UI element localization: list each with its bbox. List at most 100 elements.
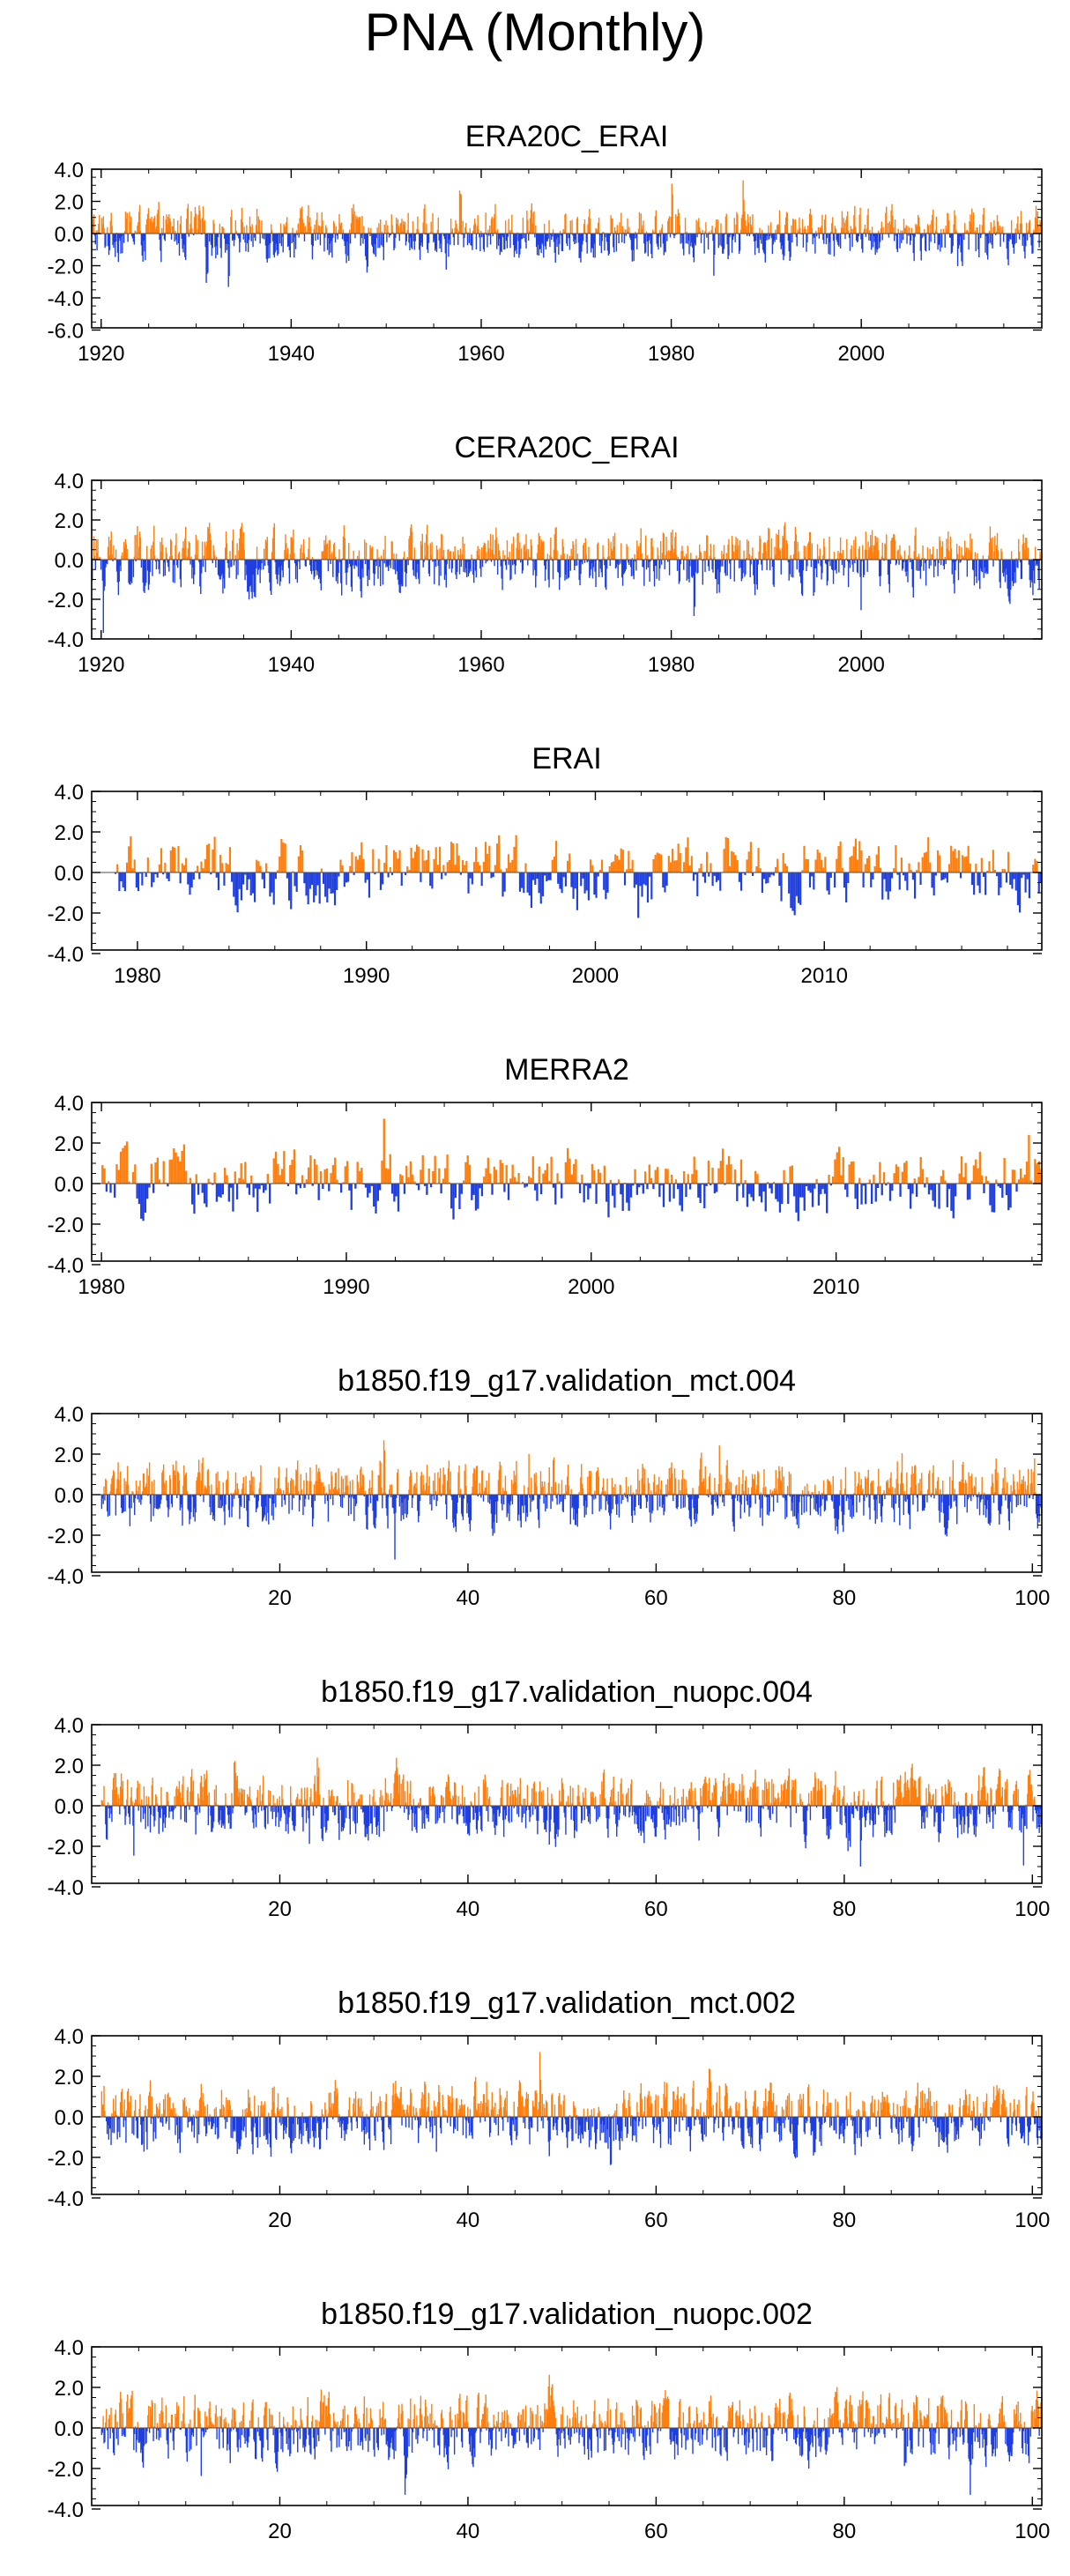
data-bar [606,556,609,560]
data-bar [150,1495,152,1522]
data-bar [457,554,460,560]
data-bar [409,234,411,251]
data-bar [237,1488,239,1495]
data-bar [316,872,319,886]
data-bar [231,210,233,234]
data-bar [294,872,296,887]
data-bar [443,234,446,240]
data-bar [394,234,396,249]
data-bar [207,526,209,560]
data-bar [457,855,460,872]
data-bar [109,540,112,560]
data-bar [178,551,181,560]
data-bar [902,872,905,876]
data-bar [598,234,601,246]
data-bar [219,1184,222,1198]
data-bar [682,1170,686,1184]
data-bar [421,849,424,872]
data-bar [222,1481,224,1495]
data-bar [718,560,720,593]
data-bar [876,542,878,560]
data-bar [167,872,170,882]
data-bar [270,234,271,243]
data-bar [1006,1492,1007,1495]
data-bar [294,1485,296,1495]
data-bar [543,223,546,234]
data-bar [925,234,927,252]
data-bar [114,1184,116,1198]
data-bar [732,234,734,241]
data-bar [865,1184,867,1205]
data-bar [871,226,873,234]
data-bar [763,542,766,560]
data-bar [488,234,490,236]
x-tick-label: 2000 [837,653,884,677]
data-bar [875,234,877,249]
data-bar [633,872,635,888]
data-bar [144,560,145,593]
data-bar [537,545,539,560]
data-bar [975,234,977,252]
data-bar [414,1482,416,1495]
data-bar [502,234,504,238]
data-bar [785,1495,787,1501]
data-bar [472,560,474,575]
data-bar [303,1184,306,1188]
data-bar [883,1489,885,1495]
data-bar [705,222,707,234]
data-bar [189,872,191,895]
data-bar [598,217,600,234]
data-bar [837,1147,841,1184]
data-bar [276,1488,279,1495]
data-bar [686,1488,687,1495]
data-bar [538,1495,539,1520]
data-bar [93,214,95,234]
data-bar [808,531,811,560]
data-bar [642,1184,644,1194]
data-bar [823,1495,826,1512]
data-bar [366,234,368,273]
data-bar [707,560,710,567]
data-bar [873,234,875,236]
data-bar [320,226,323,234]
data-bar [205,844,209,872]
data-bar [107,560,108,565]
data-bar [233,1493,234,1495]
data-bar [516,232,518,234]
data-bar [186,556,189,560]
data-bar [856,1495,858,1513]
data-bar [907,226,909,234]
data-bar [866,1477,869,1495]
data-bar [1001,868,1004,872]
data-bar [309,560,311,566]
data-bar [314,560,316,577]
data-bar [778,210,781,234]
data-bar [620,848,622,872]
data-bar [975,1159,977,1184]
data-bar [801,1184,804,1198]
data-bar [276,1491,278,1495]
data-bar [648,560,650,562]
data-bar [222,560,224,594]
data-bar [714,227,717,234]
data-bar [427,1168,430,1184]
data-bar [311,1495,314,1527]
data-bar [167,216,169,234]
data-bar [138,1495,140,1503]
data-bar [863,560,866,575]
data-bar [932,553,933,560]
data-bar [591,1163,594,1184]
data-bar [582,560,583,565]
data-bar [616,1495,619,1504]
data-bar [652,858,655,872]
data-bar [549,872,552,880]
data-bar [435,1490,436,1495]
data-bar [308,1481,310,1495]
data-bar [913,234,915,262]
data-bar [928,1470,931,1495]
data-bar [381,1160,383,1184]
data-bar [616,225,618,234]
data-bar [829,1481,831,1495]
data-bar [451,228,454,234]
data-bar [438,1168,441,1184]
